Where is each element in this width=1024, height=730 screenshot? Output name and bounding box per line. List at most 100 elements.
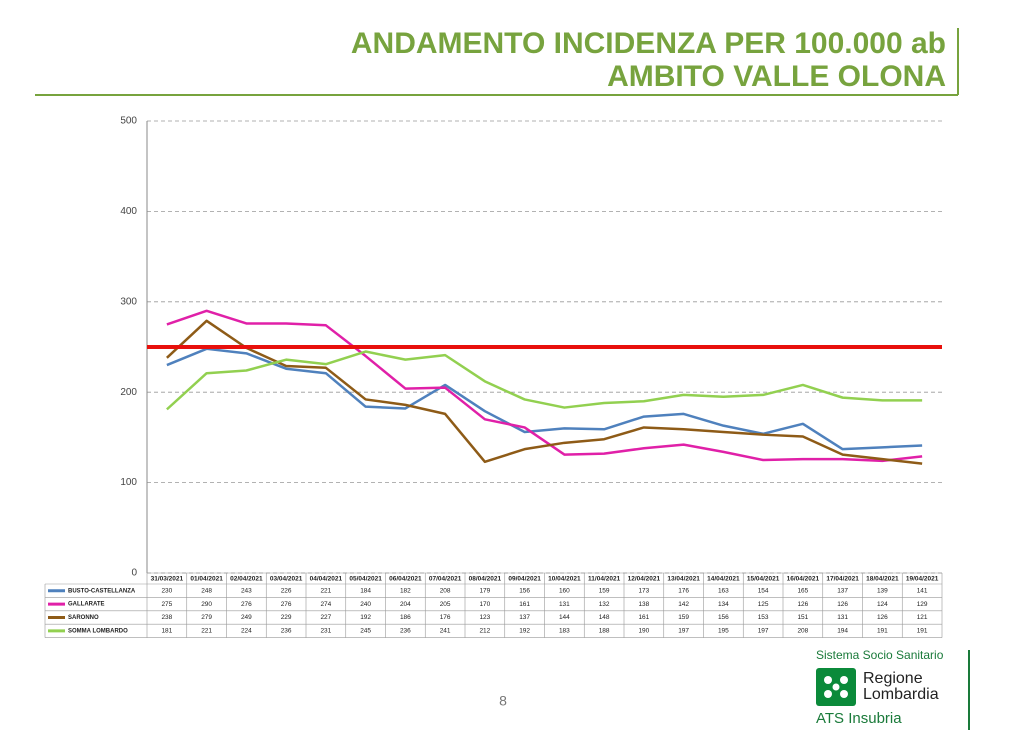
table-value: 205 [440, 601, 451, 608]
table-value: 126 [837, 601, 848, 608]
table-value: 124 [877, 601, 888, 608]
y-tick-label: 400 [120, 206, 137, 217]
table-value: 229 [281, 614, 292, 621]
table-value: 144 [559, 614, 570, 621]
table-value: 191 [877, 628, 888, 635]
table-value: 156 [519, 587, 530, 594]
table-value: 161 [638, 614, 649, 621]
table-value: 141 [917, 587, 928, 594]
x-tick-label: 03/04/2021 [270, 576, 303, 583]
x-tick-label: 31/03/2021 [151, 576, 184, 583]
table-value: 137 [837, 587, 848, 594]
x-tick-label: 15/04/2021 [747, 576, 780, 583]
x-tick-label: 06/04/2021 [389, 576, 422, 583]
table-value: 159 [599, 587, 610, 594]
table-value: 176 [440, 614, 451, 621]
table-value: 151 [797, 614, 808, 621]
table-value: 224 [241, 628, 252, 635]
table-value: 123 [479, 614, 490, 621]
table-value: 179 [479, 587, 490, 594]
table-value: 195 [718, 628, 729, 635]
y-tick-label: 300 [120, 296, 137, 307]
table-value: 245 [360, 628, 371, 635]
table-value: 192 [360, 614, 371, 621]
table-value: 173 [638, 587, 649, 594]
table-value: 236 [281, 628, 292, 635]
series-line [166, 309, 923, 463]
y-tick-label: 200 [120, 387, 137, 398]
logo-text: Sistema Socio Sanitario [816, 648, 944, 662]
x-tick-label: 04/04/2021 [310, 576, 343, 583]
table-value: 276 [241, 601, 252, 608]
x-tick-label: 18/04/2021 [866, 576, 899, 583]
x-tick-label: 14/04/2021 [707, 576, 740, 583]
table-value: 132 [599, 601, 610, 608]
table-value: 142 [678, 601, 689, 608]
table-value: 238 [161, 614, 172, 621]
title-line: AMBITO VALLE OLONA [607, 60, 946, 93]
table-value: 131 [559, 601, 570, 608]
x-tick-label: 12/04/2021 [628, 576, 661, 583]
table-value: 241 [440, 628, 451, 635]
y-tick-label: 0 [131, 568, 137, 579]
title-line: ANDAMENTO INCIDENZA PER 100.000 ab [351, 27, 946, 60]
logo-text: ATS Insubria [816, 710, 902, 727]
table-value: 188 [599, 628, 610, 635]
table-value: 126 [877, 614, 888, 621]
y-tick-label: 100 [120, 477, 137, 488]
table-value: 194 [837, 628, 848, 635]
table-value: 153 [758, 614, 769, 621]
x-tick-label: 17/04/2021 [826, 576, 859, 583]
table-value: 279 [201, 614, 212, 621]
table-value: 186 [400, 614, 411, 621]
x-tick-label: 07/04/2021 [429, 576, 462, 583]
table-value: 154 [758, 587, 769, 594]
table-value: 191 [917, 628, 928, 635]
table-value: 276 [281, 601, 292, 608]
table-value: 204 [400, 601, 411, 608]
x-tick-label: 05/04/2021 [349, 576, 382, 583]
table-value: 275 [161, 601, 172, 608]
table-value: 159 [678, 614, 689, 621]
legend-label: SOMMA LOMBARDO [68, 628, 128, 634]
table-value: 137 [519, 614, 530, 621]
table-value: 184 [360, 587, 371, 594]
table-value: 248 [201, 587, 212, 594]
table-value: 221 [201, 628, 212, 635]
table-value: 236 [400, 628, 411, 635]
table-value: 243 [241, 587, 252, 594]
logo-text: Regione [863, 670, 923, 687]
table-value: 221 [320, 587, 331, 594]
table-value: 208 [797, 628, 808, 635]
table-value: 148 [599, 614, 610, 621]
x-tick-label: 02/04/2021 [230, 576, 263, 583]
table-value: 176 [678, 587, 689, 594]
x-tick-label: 01/04/2021 [190, 576, 223, 583]
table-value: 182 [400, 587, 411, 594]
table-value: 125 [758, 601, 769, 608]
table-value: 183 [559, 628, 570, 635]
table-value: 231 [320, 628, 331, 635]
table-value: 197 [758, 628, 769, 635]
table-value: 290 [201, 601, 212, 608]
table-value: 160 [559, 587, 570, 594]
legend-label: BUSTO-CASTELLANZA [68, 588, 136, 594]
table-value: 156 [718, 614, 729, 621]
x-tick-label: 08/04/2021 [469, 576, 502, 583]
x-tick-label: 11/04/2021 [588, 576, 621, 583]
series-line [166, 347, 923, 451]
x-tick-label: 16/04/2021 [787, 576, 820, 583]
x-tick-label: 13/04/2021 [667, 576, 700, 583]
table-value: 197 [678, 628, 689, 635]
series-line [166, 319, 923, 465]
table-value: 139 [877, 587, 888, 594]
page-number: 8 [499, 693, 507, 709]
table-value: 161 [519, 601, 530, 608]
table-value: 129 [917, 601, 928, 608]
table-value: 163 [718, 587, 729, 594]
table-value: 190 [638, 628, 649, 635]
table-value: 165 [797, 587, 808, 594]
table-value: 230 [161, 587, 172, 594]
legend-label: GALLARATE [68, 602, 105, 608]
